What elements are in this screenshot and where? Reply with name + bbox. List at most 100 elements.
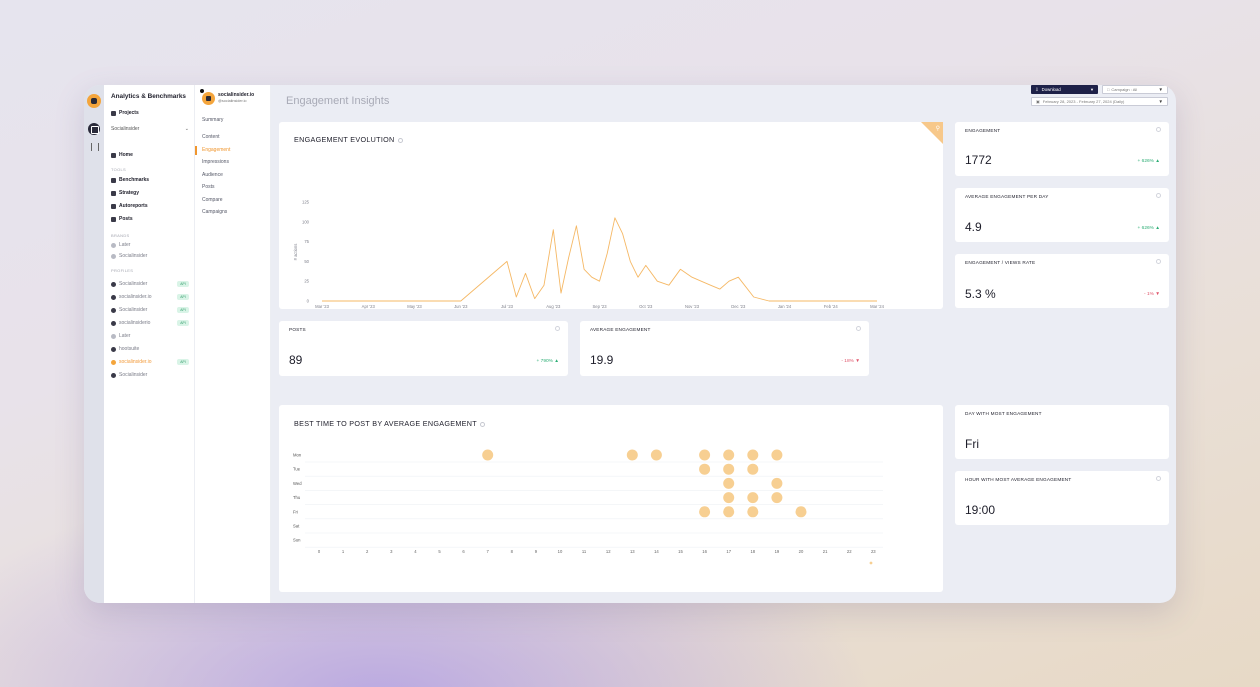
day-label: Wed <box>293 481 302 486</box>
hour-label: 2 <box>366 549 369 554</box>
day-label: Mon <box>293 453 302 458</box>
profile-label: hootsuite <box>119 346 140 352</box>
engagement-evolution-chart: 0 25 50 75 100 125 # actions Mar '23 Apr '23 May … <box>293 200 885 310</box>
account-handle: @socialinsider.io <box>218 99 247 103</box>
subnav-item-impressions[interactable]: Impressions <box>202 159 229 165</box>
kpi-value: 89 <box>289 353 303 367</box>
hour-label: 20 <box>799 549 804 554</box>
brand-item[interactable]: Later <box>111 242 130 248</box>
info-icon[interactable] <box>1156 476 1161 481</box>
profile-item[interactable]: Socialinsider <box>111 372 147 378</box>
x-tick-label: Aug '23 <box>546 304 561 309</box>
sidebar-item-autoreports[interactable]: Autoreports <box>111 203 148 209</box>
kpi-delta: + 626% ▲ <box>1137 226 1160 231</box>
project-select[interactable]: Socialinsider ⌄ <box>111 124 189 133</box>
profile-icon <box>111 333 116 339</box>
date-range-picker[interactable]: ▣ February 28, 2023 - February 27, 2024 … <box>1031 97 1168 106</box>
search-icon[interactable]: ⚲ <box>935 126 940 132</box>
profile-item[interactable]: Later <box>111 333 130 339</box>
subnav-item-engagement[interactable]: Engagement <box>202 147 231 153</box>
hour-label: 12 <box>606 549 611 554</box>
info-icon[interactable] <box>397 137 403 143</box>
subnav-item-summary[interactable]: Summary <box>202 117 224 123</box>
analytics-icon[interactable] <box>88 123 100 135</box>
strategy-icon <box>111 190 116 196</box>
posts-icon <box>111 216 116 222</box>
info-icon[interactable] <box>1156 259 1161 264</box>
kpi-value: 5.3 % <box>965 287 996 301</box>
hour-label: 10 <box>558 549 563 554</box>
engagement-bubble <box>699 506 711 518</box>
kpi-delta: + 790% ▲ <box>536 359 559 364</box>
profile-item[interactable]: socialinsiderio <box>111 320 150 326</box>
sidebar-item-posts[interactable]: Posts <box>111 216 133 222</box>
kpi-best-day-card: DAY WITH MOST ENGAGEMENT Fri <box>955 405 1169 459</box>
hour-label: 8 <box>511 549 514 554</box>
logo-icon <box>87 94 101 108</box>
sidebar: Analytics & Benchmarks Projects Socialin… <box>104 85 195 603</box>
subnav-item-posts[interactable]: Posts <box>202 184 215 190</box>
kpi-delta: + 626% ▲ <box>1137 159 1160 164</box>
y-tick-label: 100 <box>302 219 310 224</box>
campaign-select[interactable]: □ Campaign : All ▼ <box>1102 85 1168 94</box>
subnav-item-campaigns[interactable]: Campaigns <box>202 209 228 215</box>
sidebar-item-label: Autoreports <box>119 203 148 209</box>
sidebar-item-benchmarks[interactable]: Benchmarks <box>111 177 149 183</box>
subnav-item-compare[interactable]: Compare <box>202 197 223 203</box>
hour-label: 9 <box>535 549 538 554</box>
profile-icon <box>111 346 116 352</box>
benchmarks-icon <box>111 177 116 183</box>
autoreports-icon <box>111 203 116 209</box>
engagement-bubble <box>747 506 759 518</box>
profile-label: Socialinsider <box>119 307 148 313</box>
info-icon[interactable] <box>1156 127 1161 132</box>
profile-label: socialinsider.io <box>119 359 152 365</box>
avatar[interactable] <box>202 92 215 105</box>
profile-label: socialinsiderio <box>119 320 151 326</box>
profile-item[interactable]: Socialinsider <box>111 307 147 313</box>
info-icon[interactable] <box>555 326 560 331</box>
x-tick-label: Jul '23 <box>501 304 514 309</box>
profile-item[interactable]: socialinsider.io <box>111 294 152 300</box>
engagement-bubble <box>723 449 735 461</box>
kpi-title: POSTS <box>289 327 306 332</box>
sidebar-item-home[interactable]: Home <box>111 152 133 158</box>
info-icon[interactable] <box>856 326 861 331</box>
sidebar-item-strategy[interactable]: Strategy <box>111 190 139 196</box>
profile-label: socialinsider.io <box>119 294 152 300</box>
api-badge: API <box>177 294 189 300</box>
kpi-views-rate-card: ENGAGEMENT / VIEWS RATE 5.3 % - 1% ▼ <box>955 254 1169 308</box>
sidebar-item-label: Home <box>119 152 133 158</box>
hour-label: 21 <box>823 549 828 554</box>
card-title-text: BEST TIME TO POST BY AVERAGE ENGAGEMENT <box>294 419 477 428</box>
hour-label: 1 <box>342 549 345 554</box>
sidebar-item-label: Posts <box>119 216 133 222</box>
hour-label: 6 <box>462 549 465 554</box>
day-label: Thu <box>293 495 301 500</box>
sub-navigation: socialinsider.io @socialinsider.io Summa… <box>195 85 271 603</box>
account-name: socialinsider.io <box>218 92 255 98</box>
card-title-text: ENGAGEMENT EVOLUTION <box>294 135 395 144</box>
download-button[interactable]: ⇩ Download ▼ <box>1031 85 1098 94</box>
projects-label: Projects <box>119 110 139 116</box>
profile-item[interactable]: Socialinsider <box>111 281 147 287</box>
hour-label: 5 <box>438 549 441 554</box>
brand-item[interactable]: Socialinsider <box>111 253 147 259</box>
download-icon: ⇩ <box>1035 86 1039 92</box>
subnav-item-audience[interactable]: Audience <box>202 172 223 178</box>
hour-label: 7 <box>487 549 490 554</box>
info-icon[interactable] <box>479 421 485 427</box>
api-badge: API <box>177 281 189 287</box>
filter-icon: □ <box>1107 87 1110 92</box>
hour-label: 3 <box>390 549 393 554</box>
info-icon[interactable] <box>1156 193 1161 198</box>
projects-link[interactable]: Projects <box>111 110 139 116</box>
subnav-item-content[interactable]: Content <box>202 134 220 140</box>
listening-icon[interactable] <box>88 141 100 153</box>
card-title: ENGAGEMENT EVOLUTION <box>294 135 403 144</box>
y-tick-label: 25 <box>304 279 309 284</box>
hour-label: 15 <box>678 549 683 554</box>
profile-item-active[interactable]: socialinsider.io <box>111 359 152 365</box>
profile-item[interactable]: hootsuite <box>111 346 139 352</box>
caret-down-icon: ▼ <box>1090 87 1094 92</box>
